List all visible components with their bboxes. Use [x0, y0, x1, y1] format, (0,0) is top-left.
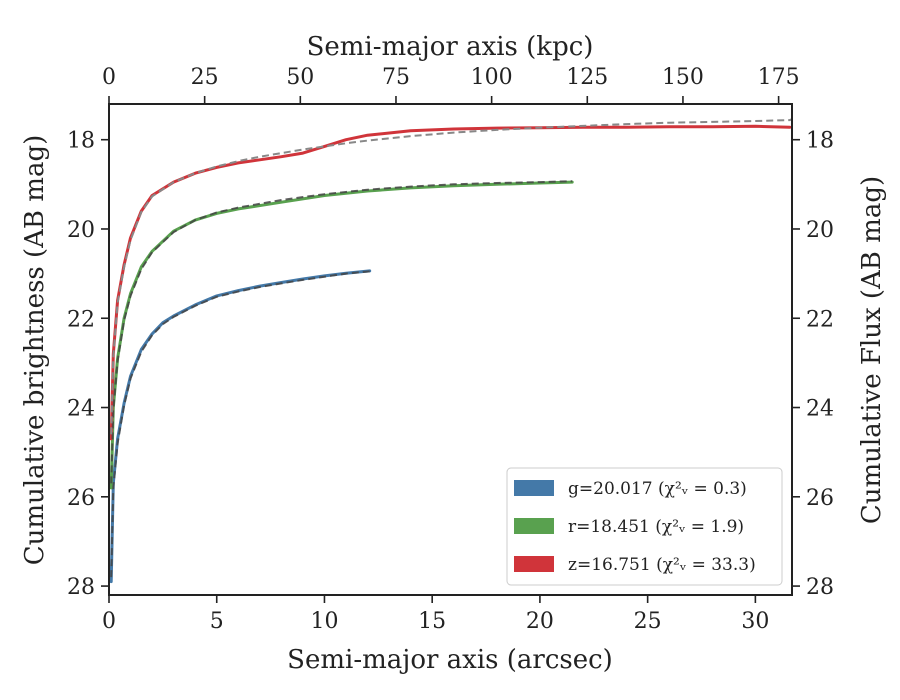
x-tick-label: 25	[634, 609, 662, 634]
right-axis-ticks: 18 20 22 24 26 28	[792, 129, 834, 600]
y-tick-label: 24	[67, 397, 95, 422]
left-axis-label: Cumulative brightness (AB mag)	[20, 135, 50, 566]
x-top-tick-label: 125	[566, 65, 608, 90]
model-line-z	[110, 118, 792, 435]
y-right-tick-label: 22	[806, 307, 834, 332]
legend-swatch-r	[514, 518, 554, 534]
model-line-g	[110, 270, 370, 578]
y-right-tick-label: 28	[806, 575, 834, 600]
right-axis-label: Cumulative Flux (AB mag)	[857, 176, 887, 524]
x-top-tick-label: 175	[758, 65, 800, 90]
series-line-g	[109, 269, 372, 584]
legend-entries: g=20.017 (χ²ᵥ = 0.3) r=18.451 (χ²ᵥ = 1.9)…	[514, 479, 756, 575]
y-tick-label: 18	[67, 129, 95, 154]
y-right-tick-label: 20	[806, 218, 834, 243]
y-tick-label: 22	[67, 307, 95, 332]
y-right-tick-label: 18	[806, 129, 834, 154]
legend-label-r: r=18.451 (χ²ᵥ = 1.9)	[568, 517, 744, 537]
x-top-tick-label: 50	[286, 65, 314, 90]
model-line-r	[110, 180, 573, 484]
bottom-axis-ticks: 0 5 10 15 20 25 30	[102, 595, 769, 634]
x-tick-label: 30	[741, 609, 769, 634]
x-tick-label: 20	[526, 609, 554, 634]
legend: g=20.017 (χ²ᵥ = 0.3) r=18.451 (χ²ᵥ = 1.9)…	[506, 467, 783, 586]
legend-swatch-z	[514, 556, 554, 572]
data-curves	[109, 118, 792, 584]
x-top-tick-label: 100	[471, 65, 513, 90]
x-top-tick-label: 25	[191, 65, 219, 90]
x-tick-label: 5	[210, 609, 224, 634]
top-axis-label: Semi-major axis (kpc)	[307, 32, 594, 62]
legend-label-g: g=20.017 (χ²ᵥ = 0.3)	[568, 479, 747, 499]
left-axis-ticks: 18 20 22 24 26 28	[67, 129, 109, 600]
x-top-tick-label: 150	[662, 65, 704, 90]
plot-frame	[108, 103, 793, 596]
x-tick-label: 15	[418, 609, 446, 634]
series-line-z	[109, 124, 792, 441]
x-top-tick-label: 75	[382, 65, 410, 90]
y-tick-label: 28	[67, 575, 95, 600]
top-axis-ticks: 0 25 50 75 100 125 150 175	[102, 65, 800, 104]
x-tick-label: 0	[102, 609, 116, 634]
bottom-axis-label: Semi-major axis (arcsec)	[287, 645, 613, 675]
legend-swatch-g	[514, 480, 554, 496]
y-right-tick-label: 24	[806, 397, 834, 422]
y-tick-label: 20	[67, 218, 95, 243]
x-top-tick-label: 0	[102, 65, 116, 90]
y-right-tick-label: 26	[806, 486, 834, 511]
y-tick-label: 26	[67, 486, 95, 511]
legend-box	[506, 467, 783, 586]
x-tick-label: 10	[310, 609, 338, 634]
legend-label-z: z=16.751 (χ²ᵥ = 33.3)	[568, 555, 756, 575]
